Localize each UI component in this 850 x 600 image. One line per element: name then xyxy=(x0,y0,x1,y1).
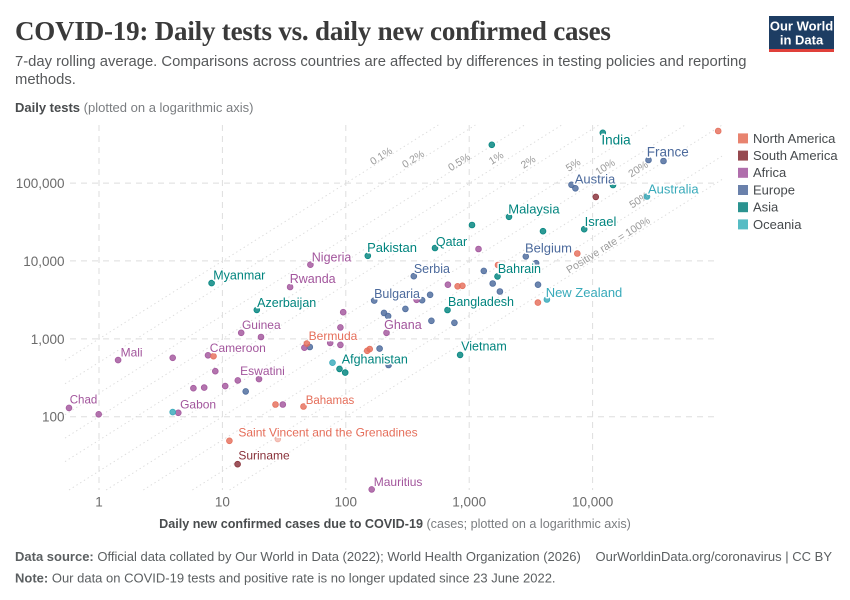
svg-text:France: France xyxy=(647,145,689,160)
svg-text:Malaysia: Malaysia xyxy=(508,202,560,217)
svg-text:Pakistan: Pakistan xyxy=(367,240,417,255)
svg-text:10,000: 10,000 xyxy=(23,254,64,269)
svg-text:10,000: 10,000 xyxy=(572,495,613,510)
svg-text:Bahamas: Bahamas xyxy=(306,395,355,407)
svg-text:Bangladesh: Bangladesh xyxy=(448,295,514,309)
svg-text:Bahrain: Bahrain xyxy=(498,262,541,276)
svg-text:Eswatini: Eswatini xyxy=(240,364,285,378)
svg-text:Mali: Mali xyxy=(121,345,143,359)
svg-text:1,000: 1,000 xyxy=(31,332,65,347)
svg-text:Europe: Europe xyxy=(753,182,795,197)
svg-text:methods.: methods. xyxy=(15,72,76,88)
svg-text:Ghana: Ghana xyxy=(384,318,422,332)
svg-text:Chad: Chad xyxy=(70,394,98,406)
svg-text:Israel: Israel xyxy=(585,214,617,229)
svg-text:Afghanistan: Afghanistan xyxy=(342,353,408,367)
svg-text:10: 10 xyxy=(215,495,230,510)
svg-text:Suriname: Suriname xyxy=(238,448,290,462)
svg-text:Note: Our data on COVID-19 tes: Note: Our data on COVID-19 tests and pos… xyxy=(15,571,556,586)
svg-text:Our World: Our World xyxy=(770,19,833,34)
svg-text:100: 100 xyxy=(42,410,65,425)
svg-text:Gabon: Gabon xyxy=(180,397,216,411)
svg-text:Mauritius: Mauritius xyxy=(374,475,423,489)
svg-text:Australia: Australia xyxy=(648,181,699,196)
svg-text:1: 1 xyxy=(95,495,103,510)
svg-text:Guinea: Guinea xyxy=(242,318,281,332)
svg-text:Myanmar: Myanmar xyxy=(213,269,265,283)
svg-text:Azerbaijan: Azerbaijan xyxy=(257,296,316,310)
svg-text:Belgium: Belgium xyxy=(525,241,572,256)
svg-text:North America: North America xyxy=(753,131,836,146)
svg-text:Serbia: Serbia xyxy=(414,262,450,276)
svg-text:Africa: Africa xyxy=(753,165,787,180)
svg-text:Data source: Official data col: Data source: Official data collated by O… xyxy=(15,549,581,564)
svg-text:Nigeria: Nigeria xyxy=(312,250,352,264)
svg-text:Daily new confirmed cases due: Daily new confirmed cases due to COVID-1… xyxy=(159,517,631,531)
svg-text:New Zealand: New Zealand xyxy=(546,285,623,300)
svg-text:Bulgaria: Bulgaria xyxy=(374,287,420,301)
svg-text:Asia: Asia xyxy=(753,200,779,215)
svg-text:in Data: in Data xyxy=(780,33,824,48)
svg-text:100: 100 xyxy=(335,495,358,510)
svg-text:100,000: 100,000 xyxy=(16,176,65,191)
svg-text:0.2%: 0.2% xyxy=(400,148,427,171)
svg-text:Austria: Austria xyxy=(575,171,616,186)
svg-text:Cameroon: Cameroon xyxy=(210,341,266,355)
svg-text:India: India xyxy=(601,133,631,148)
svg-text:Qatar: Qatar xyxy=(436,235,467,249)
svg-text:OurWorldinData.org/coronavirus: OurWorldinData.org/coronavirus | CC BY xyxy=(595,549,832,564)
svg-text:Bermuda: Bermuda xyxy=(309,329,358,343)
svg-text:1,000: 1,000 xyxy=(452,495,486,510)
svg-text:Oceania: Oceania xyxy=(753,217,802,232)
svg-text:Rwanda: Rwanda xyxy=(290,272,336,286)
svg-text:Saint Vincent and the Grenadin: Saint Vincent and the Grenadines xyxy=(238,426,417,440)
svg-text:2%: 2% xyxy=(519,153,538,171)
svg-text:Vietnam: Vietnam xyxy=(461,339,507,353)
svg-text:South America: South America xyxy=(753,148,838,163)
svg-text:0.1%: 0.1% xyxy=(368,145,395,168)
svg-text:COVID-19: Daily tests vs. dail: COVID-19: Daily tests vs. daily new conf… xyxy=(15,16,611,46)
svg-text:7-day rolling average. Compari: 7-day rolling average. Comparisons acros… xyxy=(15,54,746,70)
svg-text:Daily tests (plotted on a loga: Daily tests (plotted on a logarithmic ax… xyxy=(15,100,253,115)
svg-text:1%: 1% xyxy=(487,149,506,167)
